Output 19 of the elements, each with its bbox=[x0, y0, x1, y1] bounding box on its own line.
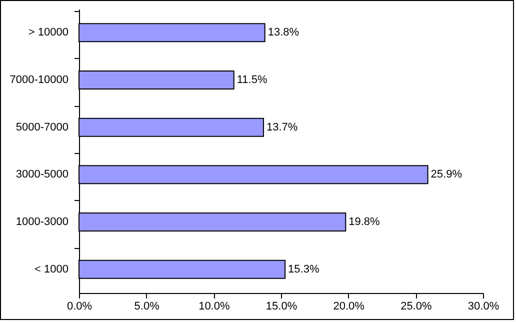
x-tick-label: 0.0% bbox=[66, 300, 92, 312]
data-label: 11.5% bbox=[236, 74, 268, 86]
data-label: 13.7% bbox=[266, 121, 298, 134]
data-label: 15.3% bbox=[288, 263, 320, 276]
x-tick-label: 15.0% bbox=[266, 300, 298, 312]
data-label: 13.8% bbox=[268, 26, 300, 39]
x-tick-label: 30.0% bbox=[468, 300, 500, 312]
data-label: 19.8% bbox=[348, 216, 380, 228]
y-tick-label: 3000-5000 bbox=[16, 168, 68, 181]
x-tick-label: 10.0% bbox=[198, 300, 230, 312]
x-tick-label: 20.0% bbox=[333, 300, 365, 312]
x-tick-label: 5.0% bbox=[134, 300, 160, 312]
y-tick-label: 7000-10000 bbox=[10, 74, 68, 86]
y-tick-label: 5000-7000 bbox=[16, 121, 68, 134]
data-label: 25.9% bbox=[430, 168, 462, 181]
y-tick-label: 1000-3000 bbox=[16, 216, 68, 228]
x-tick-label: 25.0% bbox=[400, 300, 432, 312]
y-tick-label: < 1000 bbox=[34, 263, 68, 276]
y-tick-label: > 10000 bbox=[28, 26, 68, 39]
